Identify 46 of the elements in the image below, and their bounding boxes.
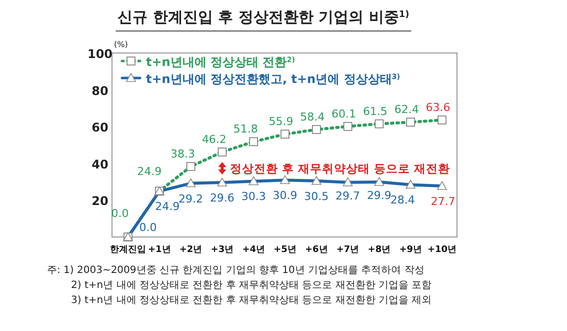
x-tick-label: +8년 [368, 245, 391, 255]
chart-title: 신규 한계진입 후 정상전환한 기업의 비중$^{1)}$ [118, 8, 410, 26]
data-label: 28.4 [390, 194, 415, 207]
legend-label: t+n년내에 정상상태 전환$^{2)}$ [146, 54, 295, 69]
y-tick-label: 20 [92, 194, 108, 208]
x-tick-label: +6년 [304, 245, 328, 255]
data-label: 60.1 [332, 107, 356, 120]
x-tick-label: +4년 [242, 245, 266, 255]
data-label: 0.0 [111, 207, 129, 220]
data-label: 27.7 [430, 195, 456, 208]
x-tick-label: +9년 [399, 245, 422, 255]
data-label: 24.9 [137, 165, 162, 178]
x-tick-label: +1년 [148, 245, 171, 255]
data-label: 46.2 [202, 132, 226, 146]
y-tick-label: 40 [92, 157, 108, 172]
x-tick-label: +5년 [274, 245, 296, 255]
data-label: 29.9 [366, 188, 392, 202]
data-label: 55.9 [268, 115, 294, 128]
y-tick-label: 60 [92, 120, 108, 135]
x-tick-label: +7년 [336, 245, 360, 255]
text: 3) t+n년 내에 정상상태로 전환한 후 재무취약상태 등으로 재전환한 기업을 제외 [71, 295, 432, 306]
data-label: 30.9 [272, 189, 298, 202]
data-label: 30.5 [304, 190, 329, 203]
x-tick-label: 한계진입 [110, 245, 146, 255]
data-label: 58.4 [300, 110, 325, 124]
data-label: 51.8 [233, 122, 258, 136]
data-label: 29.7 [336, 189, 360, 202]
data-label: 30.3 [241, 190, 266, 204]
x-tick-label: +10년 [427, 245, 457, 255]
data-label: 61.5 [362, 104, 388, 118]
data-label: 24.9 [155, 200, 180, 214]
data-label: 38.3 [170, 148, 196, 161]
y-tick-label: 80 [92, 84, 108, 98]
x-tick-label: +3년 [210, 245, 234, 255]
text: 2) t+n년 내에 정상상태로 전환한 후 재무취약상태 등으로 재전환한 기업을 포함 [71, 280, 432, 291]
y-axis-title: (%) [114, 40, 128, 49]
data-label: 29.2 [178, 192, 204, 206]
data-label: 0.0 [139, 221, 157, 234]
annotation: 정상전환 후 재무취약상태 등으로 재전환 [230, 161, 450, 176]
data-label: 29.6 [210, 192, 234, 205]
y-tick-label: 100 [87, 47, 113, 61]
data-label: 63.6 [426, 100, 450, 114]
data-label: 62.4 [394, 103, 419, 116]
x-tick-label: +2년 [179, 245, 202, 255]
text: 주: 1) 2003~2009년중 신규 한계진입 기업의 향후 10년 기업상태를 추적하여 작성 [47, 265, 424, 276]
legend-label: t+n년내에 정상전환했고, t+n년에 정상상태$^{3)}$ [146, 72, 400, 86]
